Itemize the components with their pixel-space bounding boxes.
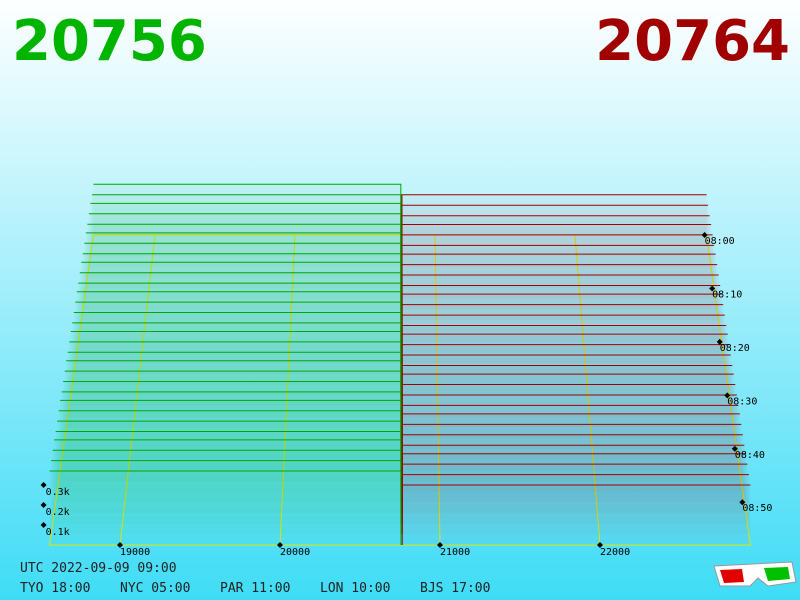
- world-clocks: TYO 18:00 NYC 05:00 PAR 11:00 LON 10:00 BJS …: [20, 581, 490, 596]
- ask-depth-line: [401, 484, 751, 545]
- z-tick-mark: [40, 482, 47, 488]
- x-tick-mark: [437, 542, 443, 548]
- t-tick-label: 08:20: [720, 343, 750, 354]
- grid-line: [279, 234, 296, 546]
- clock: TYO 18:00: [20, 581, 90, 596]
- t-tick-mark: [701, 232, 708, 238]
- z-tick-mark: [40, 502, 47, 508]
- x-tick-mark: [597, 542, 603, 548]
- z-tick-label: 0.1k: [46, 527, 70, 538]
- clock: BJS 17:00: [420, 581, 490, 596]
- grid-line: [574, 234, 601, 546]
- z-tick-label: 0.2k: [46, 507, 70, 518]
- t-tick-mark: [731, 445, 738, 452]
- bid-depth-line: [49, 470, 402, 545]
- t-tick-mark: [724, 392, 731, 399]
- t-tick-label: 08:30: [727, 396, 757, 407]
- ask-area: [402, 485, 750, 545]
- z-tick-label: 0.3k: [46, 487, 70, 498]
- clock: LON 10:00: [320, 581, 390, 596]
- x-tick-label: 19000: [120, 547, 150, 558]
- t-tick-mark: [716, 338, 723, 345]
- clock: NYC 05:00: [120, 581, 190, 596]
- x-tick-label: 20000: [280, 547, 310, 558]
- t-tick-label: 08:00: [705, 236, 735, 247]
- ask-price: 20764: [595, 9, 790, 74]
- utc-time: UTC 2022-09-09 09:00: [20, 561, 177, 576]
- z-tick-mark: [40, 522, 47, 528]
- x-tick-label: 21000: [440, 547, 470, 558]
- 3d-glasses-icon: [713, 561, 797, 587]
- t-tick-label: 08:10: [712, 289, 742, 300]
- x-tick-label: 22000: [600, 547, 630, 558]
- clock: PAR 11:00: [220, 581, 290, 596]
- grid-line: [119, 234, 156, 546]
- x-tick-mark: [117, 542, 123, 548]
- x-tick-mark: [277, 542, 283, 548]
- t-tick-mark: [739, 499, 746, 506]
- t-tick-label: 08:50: [742, 503, 772, 514]
- bid-area: [50, 471, 401, 545]
- plot: 19000 20000 21000 22000 08:00 08:10 08:20 08:30…: [40, 183, 772, 558]
- t-tick-label: 08:40: [735, 450, 765, 461]
- bid-price: 20756: [12, 9, 207, 74]
- t-tick-mark: [709, 285, 716, 292]
- grid-line: [434, 234, 441, 546]
